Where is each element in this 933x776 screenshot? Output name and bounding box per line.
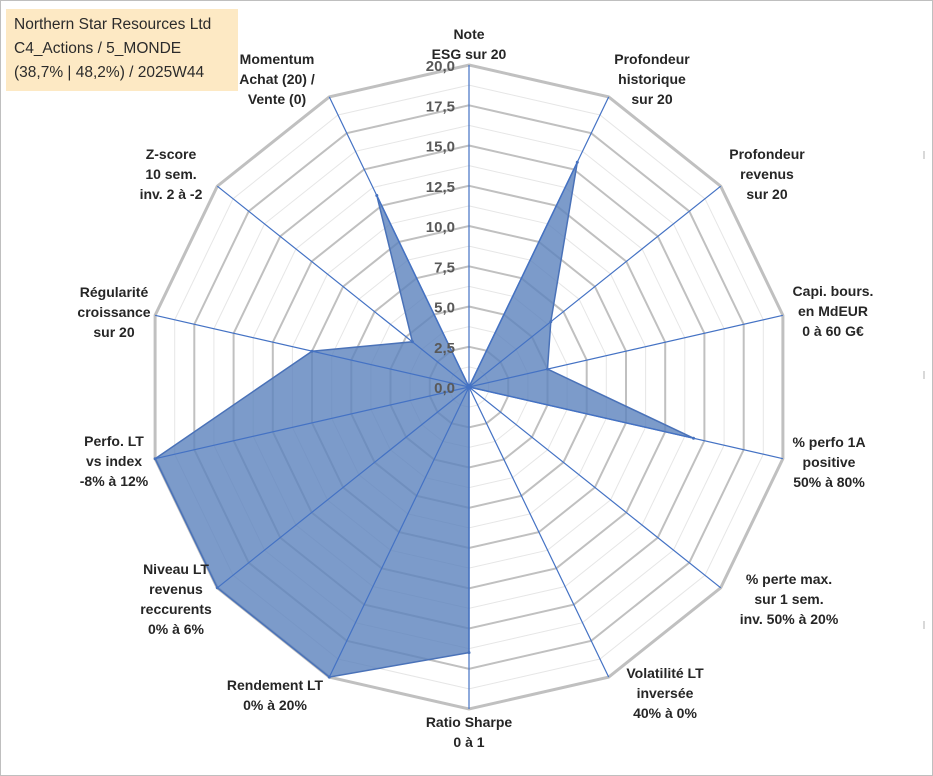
axis-label-line: Niveau LT <box>143 561 209 577</box>
axis-label-line: historique <box>618 71 686 87</box>
axis-label-line: 10 sem. <box>145 166 196 182</box>
axis-label-line: Z-score <box>146 146 197 162</box>
axis-spoke <box>468 314 784 388</box>
axis-label-line: Volatilité LT <box>626 665 704 681</box>
axis-label-line: reccurents <box>140 601 212 617</box>
axis-label-line: Rendement LT <box>227 677 324 693</box>
axis-spoke <box>468 386 784 460</box>
tick-label: 15,0 <box>426 139 455 156</box>
axis-label: Volatilité LT inversée 40% à 0% <box>626 665 704 721</box>
axis-label-line: positive <box>803 454 856 470</box>
axis-spoke <box>468 386 610 678</box>
axis-label-line: Vente (0) <box>248 91 306 107</box>
axis-spoke <box>216 185 470 388</box>
axis-label-line: Profondeur <box>614 51 690 67</box>
axis-label: Régularité croissance sur 20 <box>77 284 150 340</box>
axis-label: Perfo. LT vs index -8% à 12% <box>80 433 149 489</box>
axis-label-line: Note <box>453 26 484 42</box>
axis-spoke <box>468 96 610 388</box>
axis-label-line: Régularité <box>80 284 149 300</box>
tick-label: 20,0 <box>426 58 455 75</box>
axis-label-line: Profondeur <box>729 146 805 162</box>
axis-label-line: 0 à 1 <box>453 734 484 750</box>
spoke-layer <box>154 65 784 709</box>
axis-label: Momentum Achat (20) / Vente (0) <box>239 51 315 107</box>
tick-label: 2,5 <box>434 340 455 357</box>
axis-label-line: 0 à 60 G€ <box>802 323 864 339</box>
axis-label-line: 50% à 80% <box>793 474 865 490</box>
axis-label: Profondeur historique sur 20 <box>614 51 690 107</box>
axis-label-line: % perte max. <box>746 571 832 587</box>
title-box: Northern Star Resources Ltd C4_Actions /… <box>6 9 238 91</box>
portfolio-category: C4_Actions / 5_MONDE <box>14 40 182 57</box>
axis-spoke <box>154 386 470 460</box>
company-name: Northern Star Resources Ltd <box>14 16 212 33</box>
axis-label: % perte max. sur 1 sem. inv. 50% à 20% <box>740 571 839 627</box>
edge-mark <box>923 371 925 379</box>
axis-spoke <box>216 386 470 589</box>
tick-label: 12,5 <box>426 179 455 196</box>
axis-label-line: ESG sur 20 <box>432 46 507 62</box>
axis-label-line: Achat (20) / <box>239 71 315 87</box>
axis-label-line: sur 20 <box>746 186 787 202</box>
tick-label: 5,0 <box>434 300 455 317</box>
axis-label-line: inversée <box>637 685 694 701</box>
axis-label-line: en MdEUR <box>798 303 868 319</box>
tick-label: 17,5 <box>426 98 455 115</box>
axis-label-line: revenus <box>149 581 203 597</box>
data-area <box>154 161 694 678</box>
axis-label-line: inv. 50% à 20% <box>740 611 839 627</box>
axis-label-line: sur 20 <box>631 91 672 107</box>
axis-label-line: Momentum <box>240 51 315 67</box>
axis-label: Capi. bours. en MdEUR 0 à 60 G€ <box>793 283 874 339</box>
label-layer: Note ESG sur 20 Profondeur historique sur 20… <box>77 26 873 750</box>
tick-label: 10,0 <box>426 219 455 236</box>
tick-layer: 0,0 2,5 5,0 7,5 10,0 12,5 15,0 17,5 20,0 <box>426 58 455 397</box>
axis-spoke <box>328 386 470 678</box>
tick-label: 0,0 <box>434 380 455 397</box>
axis-label-line: sur 1 sem. <box>754 591 823 607</box>
axis-label-line: 0% à 6% <box>148 621 205 637</box>
axis-label-line: Perfo. LT <box>84 433 144 449</box>
axis-label: Rendement LT 0% à 20% <box>227 677 324 713</box>
score-and-week: (38,7% | 48,2%) / 2025W44 <box>14 64 205 81</box>
axis-spoke <box>468 386 722 589</box>
axis-label-line: vs index <box>86 453 142 469</box>
axis-label-line: Ratio Sharpe <box>426 714 513 730</box>
axis-spoke <box>328 96 470 388</box>
axis-label: Niveau LT revenus reccurents 0% à 6% <box>140 561 212 637</box>
axis-label-line: sur 20 <box>93 324 134 340</box>
edge-mark <box>923 151 925 159</box>
axis-label-line: Capi. bours. <box>793 283 874 299</box>
axis-label-line: croissance <box>77 304 150 320</box>
axis-label: Z-score 10 sem. inv. 2 à -2 <box>140 146 203 202</box>
axis-label-line: inv. 2 à -2 <box>140 186 203 202</box>
axis-spoke <box>468 185 722 388</box>
axis-label-line: revenus <box>740 166 794 182</box>
tick-label: 7,5 <box>434 259 455 276</box>
axis-label-line: -8% à 12% <box>80 473 149 489</box>
axis-label-line: 40% à 0% <box>633 705 697 721</box>
axis-spoke <box>154 314 470 388</box>
axis-label: % perfo 1A positive 50% à 80% <box>792 434 865 490</box>
axis-label: Note ESG sur 20 <box>432 26 507 62</box>
axis-label: Ratio Sharpe 0 à 1 <box>426 714 513 750</box>
edge-mark <box>923 621 925 629</box>
axis-label: Profondeur revenus sur 20 <box>729 146 805 202</box>
axis-label-line: % perfo 1A <box>792 434 865 450</box>
axis-label-line: 0% à 20% <box>243 697 307 713</box>
